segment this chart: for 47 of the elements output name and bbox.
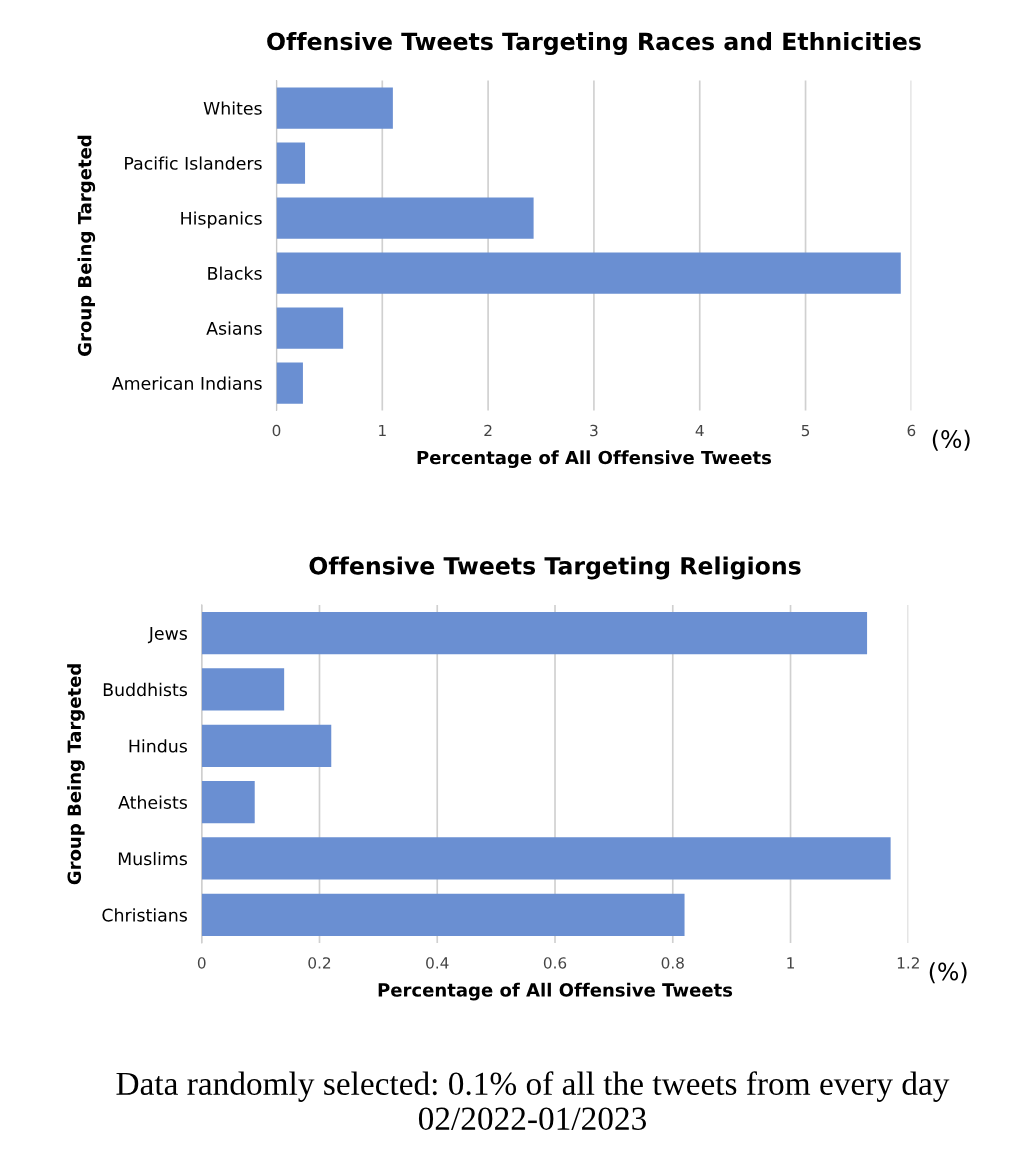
x-tick-label: 4 [695, 424, 704, 437]
y-axis-title: Group Being Targeted [77, 135, 96, 356]
chart-title: Offensive Tweets Targeting Religions [309, 556, 801, 580]
y-tick-label: Asians [206, 321, 262, 335]
bar [276, 252, 901, 294]
x-tick-label: 2 [484, 424, 492, 437]
bar [201, 724, 332, 767]
y-tick-label: Jews [147, 627, 187, 644]
bar [276, 362, 303, 404]
y-tick-label: Pacific Islanders [125, 156, 262, 170]
text: (%) [929, 962, 967, 984]
bar [276, 307, 344, 349]
text: (%) [932, 429, 970, 451]
bar [201, 668, 285, 711]
x-tick-label: 3 [590, 424, 598, 437]
y-tick-label: American Indians [111, 376, 262, 390]
x-tick-label: 0 [197, 957, 206, 969]
x-tick-label: 0.6 [543, 957, 567, 969]
text: Data randomly selected: 0.1% of all the tweets from every day 02/2022-01/2023 [116, 1071, 950, 1130]
y-tick-label: Christians [102, 908, 187, 922]
bar [201, 780, 255, 824]
x-tick-label: 0.2 [308, 957, 331, 969]
x-tick-label: 1.2 [897, 957, 919, 969]
bar [201, 893, 685, 936]
x-tick-label: 0.4 [426, 957, 449, 969]
y-tick-label: Muslims [118, 851, 187, 866]
bar [201, 611, 868, 655]
bar [276, 87, 393, 129]
x-tick-label: 0 [272, 424, 281, 437]
x-tick-label: 6 [907, 424, 916, 437]
x-axis-title: Percentage of All Offensive Tweets [417, 450, 772, 468]
chart-title: Offensive Tweets Targeting Races and Ethnicities [267, 32, 921, 56]
x-tick-label: 5 [801, 424, 810, 437]
y-tick-label: Buddhists [103, 682, 187, 697]
x-axis-title: Percentage of All Offensive Tweets [378, 982, 733, 1001]
y-axis-title: Group Being Targeted [67, 664, 85, 885]
y-tick-label: Atheists [118, 795, 187, 809]
bar [201, 837, 891, 880]
y-tick-label: Hindus [129, 739, 187, 753]
y-tick-label: Whites [203, 101, 262, 115]
y-tick-label: Hispanics [181, 211, 262, 229]
x-tick-label: 1 [787, 957, 794, 969]
x-tick-label: 0.8 [661, 957, 684, 969]
y-tick-label: Blacks [208, 266, 262, 280]
bar [276, 197, 534, 239]
bar [276, 142, 306, 184]
x-tick-label: 1 [379, 424, 386, 437]
